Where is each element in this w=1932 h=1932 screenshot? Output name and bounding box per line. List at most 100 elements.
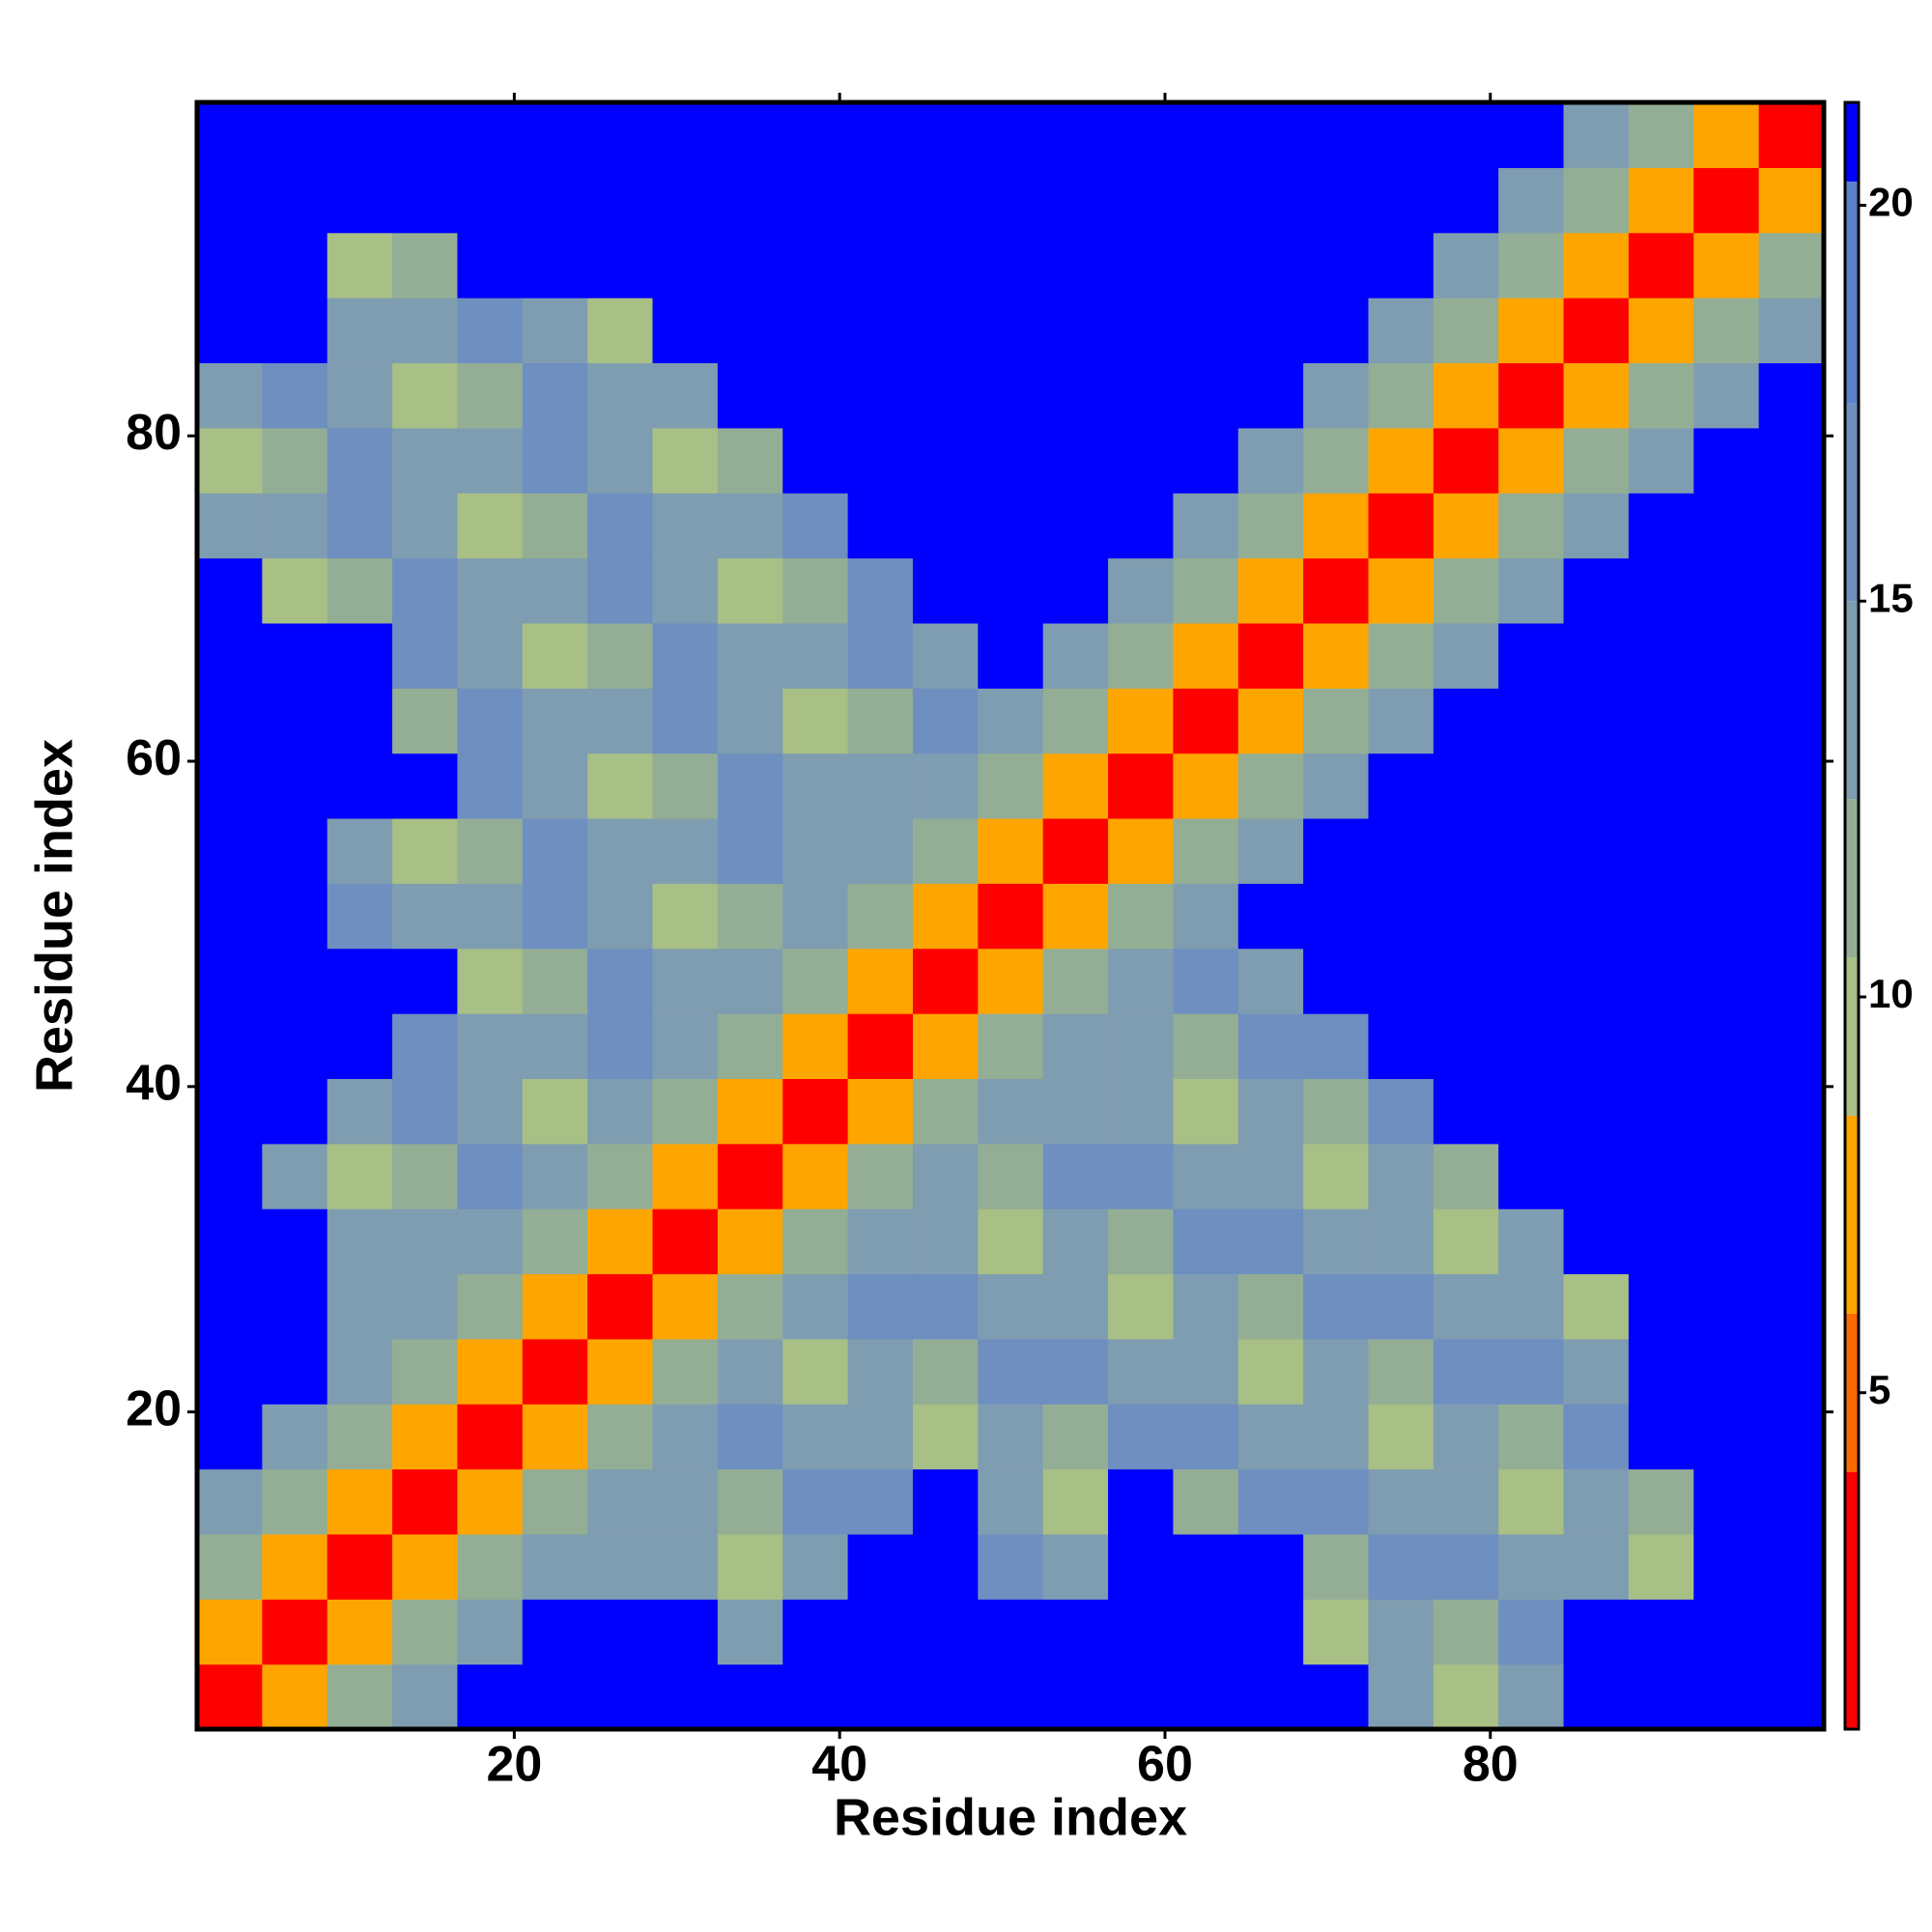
heatmap-cell	[392, 493, 459, 559]
heatmap-cell	[1237, 493, 1304, 559]
heatmap-cell	[1498, 1663, 1565, 1730]
heatmap-cell	[1368, 753, 1435, 819]
heatmap-cell	[847, 948, 914, 1014]
heatmap-cell	[1433, 1599, 1499, 1665]
heatmap-cell	[717, 817, 783, 884]
heatmap-cell	[327, 1533, 393, 1600]
heatmap-cell	[1173, 1663, 1239, 1730]
heatmap-cell	[978, 1468, 1044, 1535]
colorbar-segment	[1845, 1471, 1859, 1729]
colorbar-tick-label: 5	[1868, 1367, 1890, 1412]
heatmap-cell	[912, 1208, 979, 1275]
heatmap-cell	[1042, 493, 1109, 559]
heatmap-cell	[1042, 1208, 1109, 1275]
heatmap-cell	[1173, 1599, 1239, 1665]
heatmap-cell	[327, 1013, 393, 1079]
heatmap-cell	[587, 1143, 654, 1209]
heatmap-cell	[392, 102, 459, 168]
heatmap-cell	[652, 298, 719, 364]
heatmap-cell	[652, 622, 719, 689]
heatmap-cell	[1173, 1078, 1239, 1145]
heatmap-cell	[1693, 298, 1760, 364]
heatmap-cell	[717, 232, 783, 298]
heatmap-cell	[1498, 1533, 1565, 1600]
heatmap-cell	[1042, 427, 1109, 494]
heatmap-cell	[457, 232, 524, 298]
heatmap-cell	[717, 883, 783, 950]
heatmap-cell	[782, 1468, 849, 1535]
heatmap-cell	[847, 1533, 914, 1600]
heatmap-cell	[1433, 1208, 1499, 1275]
heatmap-cell	[457, 493, 524, 559]
heatmap-cell	[1433, 948, 1499, 1014]
heatmap-cell	[522, 1599, 588, 1665]
heatmap-cell	[652, 557, 719, 624]
heatmap-cell	[1498, 427, 1565, 494]
heatmap-cell	[1628, 167, 1694, 234]
heatmap-cell	[1042, 1338, 1109, 1405]
heatmap-cell	[197, 232, 263, 298]
heatmap-cell	[392, 427, 459, 494]
heatmap-cell	[1563, 1208, 1630, 1275]
heatmap-cell	[197, 362, 263, 429]
heatmap-cell	[1758, 557, 1825, 624]
heatmap-cell	[1108, 1599, 1174, 1665]
heatmap-cell	[327, 1078, 393, 1145]
heatmap-cell	[197, 753, 263, 819]
heatmap-cell	[1303, 753, 1370, 819]
heatmap-cell	[457, 948, 524, 1014]
heatmap-cell	[197, 1208, 263, 1275]
heatmap-cell	[1498, 232, 1565, 298]
heatmap-cell	[978, 232, 1044, 298]
heatmap-cell	[1758, 622, 1825, 689]
heatmap-cell	[847, 167, 914, 234]
heatmap-cell	[327, 948, 393, 1014]
heatmap-cell	[327, 688, 393, 754]
heatmap-cell	[522, 1013, 588, 1079]
heatmap-cell	[912, 1273, 979, 1340]
heatmap-cell	[652, 1208, 719, 1275]
x-tick-label: 40	[811, 1737, 867, 1793]
heatmap-cell	[587, 1273, 654, 1340]
heatmap-cell	[847, 753, 914, 819]
heatmap-cell	[197, 493, 263, 559]
heatmap-cell	[782, 557, 849, 624]
heatmap-cell	[457, 1143, 524, 1209]
heatmap-cell	[1758, 427, 1825, 494]
heatmap-cell	[262, 753, 328, 819]
heatmap-cell	[782, 883, 849, 950]
heatmap-cell	[1498, 1208, 1565, 1275]
heatmap-cell	[392, 688, 459, 754]
heatmap-cell	[1563, 817, 1630, 884]
heatmap-cell	[1693, 817, 1760, 884]
heatmap-cell	[327, 1663, 393, 1730]
heatmap-cell	[1108, 1663, 1174, 1730]
heatmap-cell	[912, 1338, 979, 1405]
heatmap-cell	[912, 557, 979, 624]
heatmap-cell	[1237, 753, 1304, 819]
heatmap-cell	[1563, 1533, 1630, 1600]
heatmap-cell	[262, 1468, 328, 1535]
heatmap-cell	[587, 883, 654, 950]
heatmap-cell	[1758, 948, 1825, 1014]
heatmap-cell	[1173, 948, 1239, 1014]
heatmap-cell	[1303, 102, 1370, 168]
heatmap-cell	[1433, 1663, 1499, 1730]
heatmap-cell	[652, 1663, 719, 1730]
heatmap-cell	[392, 883, 459, 950]
heatmap-cell	[457, 1533, 524, 1600]
colorbar-segment	[1845, 403, 1859, 602]
heatmap-cell	[717, 1663, 783, 1730]
y-tick-label: 80	[126, 405, 182, 461]
heatmap-cell	[262, 1533, 328, 1600]
x-axis-label: Residue index	[834, 1788, 1187, 1846]
heatmap-cell	[1368, 167, 1435, 234]
heatmap-cell	[522, 1404, 588, 1470]
heatmap-cell	[1042, 167, 1109, 234]
heatmap-cell	[1042, 102, 1109, 168]
heatmap-cell	[392, 298, 459, 364]
heatmap-cell	[912, 688, 979, 754]
heatmap-cell	[1237, 1404, 1304, 1470]
heatmap-cell	[392, 362, 459, 429]
heatmap-cell	[782, 817, 849, 884]
